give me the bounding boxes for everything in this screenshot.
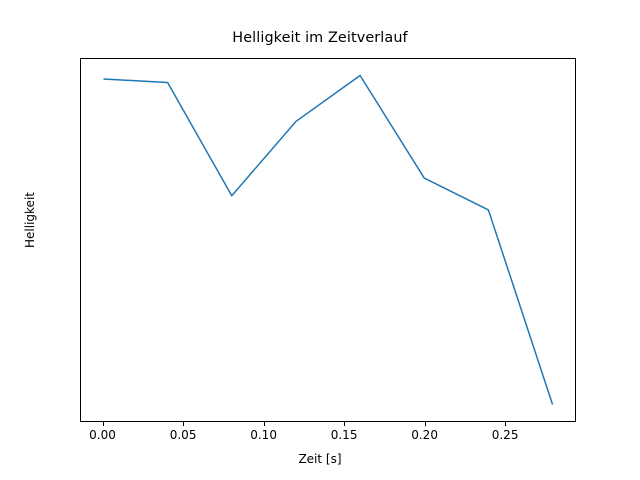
- x-tick-mark: [344, 422, 346, 426]
- x-tick-label: 0.10: [250, 428, 277, 442]
- page-title: Helligkeit im Zeitverlauf: [232, 30, 408, 46]
- x-tick-mark: [183, 422, 185, 426]
- line-series-helligkeit: [103, 74, 554, 405]
- line-series-svg: [103, 74, 554, 405]
- x-tick-label: 0.00: [89, 428, 116, 442]
- x-tick-mark: [263, 422, 265, 426]
- x-tick-label: 0.05: [169, 428, 197, 442]
- x-axis-label: Zeit [s]: [298, 452, 342, 466]
- y-axis-label: Helligkeit: [23, 192, 37, 248]
- x-tick-mark: [102, 422, 104, 426]
- x-tick-label: 0.15: [330, 428, 358, 442]
- x-tick-mark: [505, 422, 507, 426]
- x-tick-label: 0.20: [411, 428, 438, 442]
- x-tick-label: 0.25: [491, 428, 519, 442]
- x-tick-mark: [424, 422, 426, 426]
- plot-area: [80, 58, 576, 422]
